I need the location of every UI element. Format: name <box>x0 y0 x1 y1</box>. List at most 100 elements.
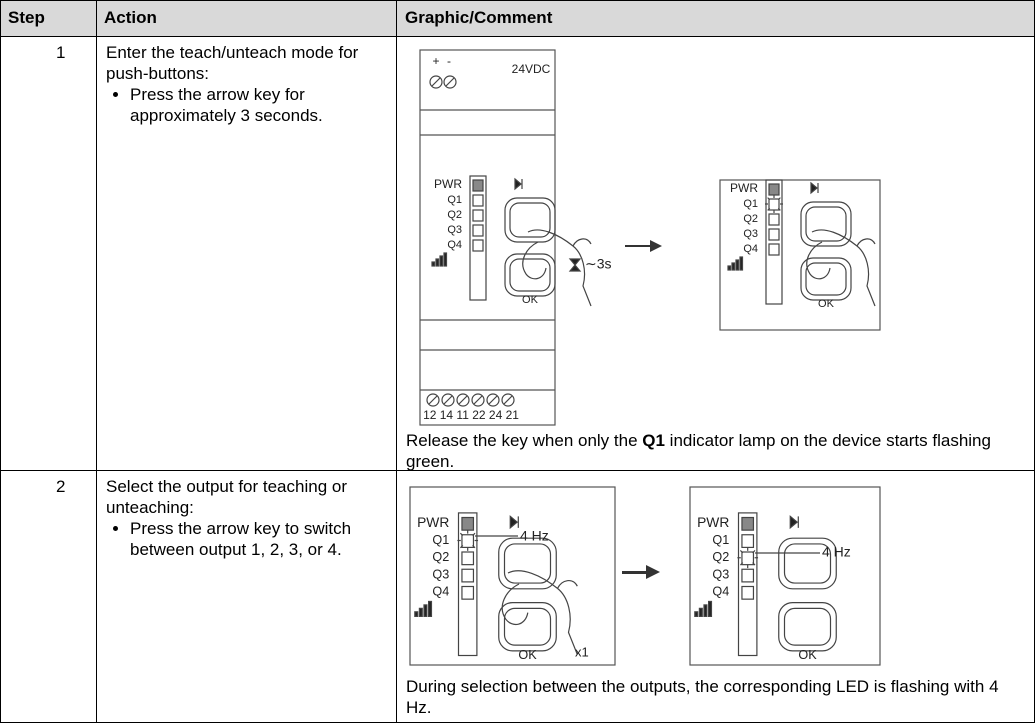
device-label: Q4 <box>712 585 729 599</box>
ok-key <box>800 257 852 301</box>
step-number: 2 <box>56 477 66 496</box>
flash-ray <box>777 207 781 211</box>
device-label: Q4 <box>743 243 758 255</box>
ok-key <box>504 253 556 297</box>
led <box>472 239 484 252</box>
ok-key <box>498 601 557 652</box>
action-bullet: Press the arrow key for approximately 3 … <box>130 84 391 126</box>
led <box>741 516 755 531</box>
device-label: OK <box>522 294 539 306</box>
border <box>0 0 1035 1</box>
signal-bar <box>439 255 444 267</box>
action-bullet: Press the arrow key to switch between ou… <box>130 518 391 560</box>
terminal <box>441 393 455 407</box>
comment-bold: Q1 <box>642 431 665 450</box>
ok-key-inner <box>805 262 847 296</box>
terminal <box>429 75 443 89</box>
device-housing <box>409 49 881 666</box>
led <box>741 585 755 600</box>
led <box>768 243 780 256</box>
device-label: OK <box>518 648 537 662</box>
signal-bar <box>698 607 703 617</box>
terminal-slot <box>458 395 468 405</box>
terminal-slot <box>488 395 498 405</box>
action-intro: Select the output for teaching or unteac… <box>106 477 347 517</box>
led <box>472 179 484 192</box>
signal-bar <box>428 600 433 618</box>
border <box>0 0 1 723</box>
comment: Release the key when only the Q1 indicat… <box>406 430 1026 472</box>
signal-bar <box>727 265 732 271</box>
device-label: PWR <box>730 181 758 195</box>
device-label: 12 14 11 22 24 21 <box>423 408 519 422</box>
device-label: Q4 <box>447 239 462 251</box>
ok-key-inner <box>509 258 551 292</box>
signal-bar <box>418 607 423 617</box>
device-label: OK <box>818 298 835 310</box>
device-label: 4 Hz <box>822 544 851 560</box>
flash-ray <box>777 197 781 201</box>
device-label: Q3 <box>432 567 449 581</box>
arrows <box>622 240 662 579</box>
comment: During selection between the outputs, th… <box>406 676 1026 718</box>
flash-ray <box>767 207 771 211</box>
led <box>461 551 475 566</box>
led <box>461 534 475 548</box>
header-step: Step <box>0 0 96 36</box>
hand <box>501 570 578 655</box>
arrow-key <box>504 197 556 243</box>
signal-bar <box>431 261 436 267</box>
signal-bar <box>739 256 744 271</box>
ok-key-inner <box>503 607 552 646</box>
border <box>0 470 1035 471</box>
arrow-key-symbol <box>810 181 819 195</box>
device-label: PWR <box>434 177 462 191</box>
terminal <box>456 393 470 407</box>
arrow-key <box>800 201 852 247</box>
led <box>741 551 755 566</box>
terminal-slot <box>428 395 438 405</box>
device-label: PWR <box>697 515 729 530</box>
arrow-key-symbol <box>509 515 519 530</box>
action: Enter the teach/unteach mode for push-bu… <box>106 42 391 126</box>
step-number: 1 <box>56 43 66 62</box>
signal-bar <box>694 611 699 617</box>
led <box>768 198 780 211</box>
led <box>741 568 755 583</box>
terminal <box>501 393 515 407</box>
arrow-key-symbol <box>789 515 799 530</box>
border <box>96 0 97 723</box>
comment-text: indicator lamp on the device starts flas… <box>406 431 991 471</box>
device-label: Q2 <box>432 550 449 564</box>
flash-ray <box>459 532 464 537</box>
signal-bar <box>423 604 428 618</box>
border <box>0 36 1035 37</box>
comment-text: During selection between the outputs, th… <box>406 677 999 717</box>
signal-bar <box>731 262 736 271</box>
led <box>472 194 484 207</box>
arrow-key-symbol <box>514 177 523 191</box>
led <box>472 224 484 237</box>
flash-ray <box>739 562 744 566</box>
comment-text: Release the key when only the <box>406 431 643 450</box>
hourglass <box>568 258 582 272</box>
device-label: Q1 <box>712 533 729 547</box>
flash-ray <box>459 544 464 549</box>
device-label: - <box>447 54 451 68</box>
arrow-key <box>498 537 557 590</box>
terminal-slot <box>473 395 483 405</box>
device-label: OK <box>798 648 817 662</box>
flash-ray <box>472 532 476 537</box>
led <box>472 209 484 222</box>
signal-bar <box>443 252 448 267</box>
terminal-slot <box>503 395 513 405</box>
ok-key <box>778 601 837 652</box>
signal-bar <box>707 600 713 618</box>
signal-bar <box>703 604 708 618</box>
device-label: Q3 <box>712 567 729 581</box>
device-label: + <box>432 54 439 68</box>
signal-bar <box>735 259 740 271</box>
arrow-key-inner <box>509 202 551 238</box>
led <box>461 516 475 531</box>
